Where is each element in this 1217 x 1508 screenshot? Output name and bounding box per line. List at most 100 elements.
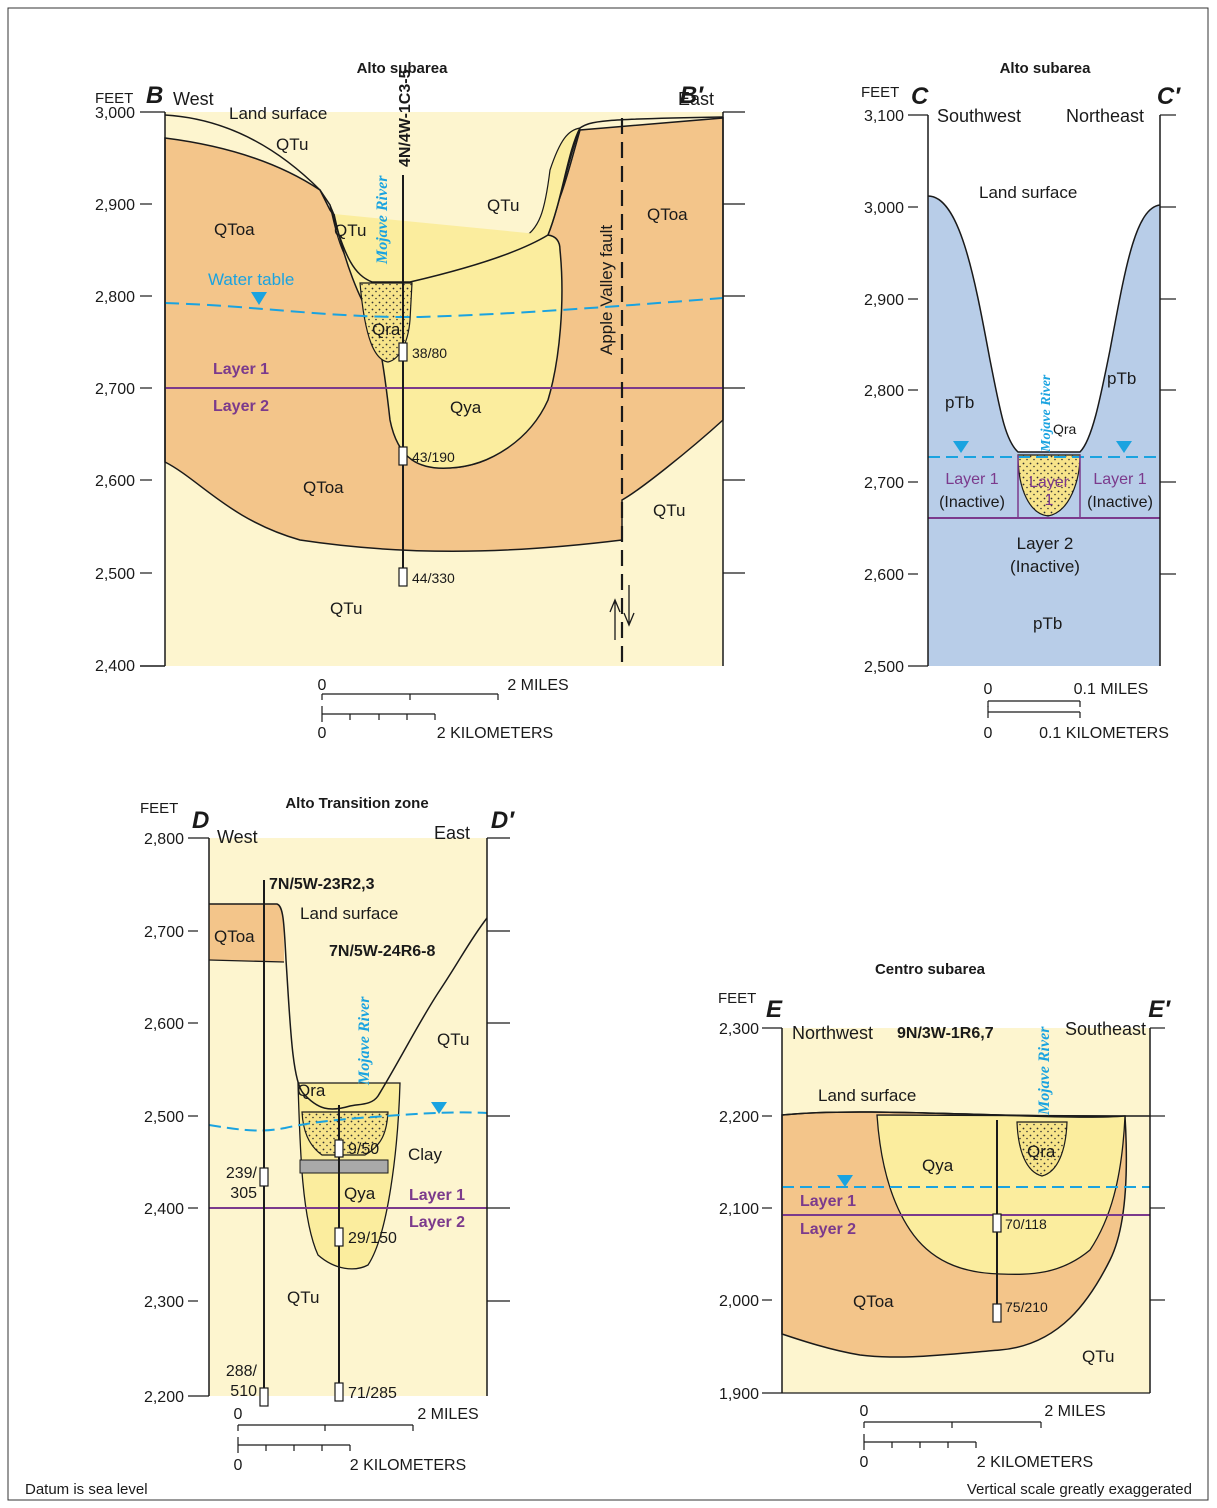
unit-label: QTu — [276, 135, 308, 154]
well-screen — [992, 1213, 1002, 1233]
layer-label: Layer 2 — [213, 398, 269, 415]
unit-label: Qra — [1053, 421, 1077, 437]
layer-label: Layer 1 — [409, 1187, 465, 1204]
layer-label: 1 — [1045, 492, 1054, 509]
well-screen — [259, 1387, 269, 1407]
datum-note: Datum is sea level — [25, 1481, 148, 1498]
tick-label: 2,200 — [144, 1389, 184, 1406]
unit-label: QTu — [287, 1288, 319, 1307]
tick-label: 2,500 — [144, 1109, 184, 1126]
screen-label: 75/210 — [1005, 1299, 1048, 1315]
direction-label: Northeast — [1066, 106, 1144, 126]
screen-label: 288/ — [226, 1363, 258, 1380]
axis-unit: FEET — [95, 90, 133, 107]
screen-label: 239/ — [226, 1165, 258, 1182]
water-table-line — [164, 297, 724, 319]
tick-label: 2,600 — [864, 567, 904, 584]
tick-label: 2,400 — [144, 1201, 184, 1218]
layer-label: Layer 1 — [1093, 471, 1146, 488]
layer-label: Layer — [1029, 474, 1070, 491]
river-label: Mojave River — [356, 996, 373, 1086]
direction-label: Northwest — [792, 1023, 873, 1043]
section-d: Alto Transition zone FEET D D′ West East… — [140, 795, 515, 1474]
layer-label: Layer 2 — [409, 1214, 465, 1231]
well-screen — [992, 1303, 1002, 1323]
fault-label: Apple Valley fault — [597, 225, 616, 355]
screen-label: 510 — [230, 1383, 257, 1400]
layer-label: Layer 1 — [800, 1193, 856, 1210]
river-label: Mojave River — [374, 175, 391, 265]
well-label: 7N/5W-24R6-8 — [329, 943, 435, 960]
unit-label: Qra — [297, 1081, 326, 1100]
qya-unit — [876, 1114, 1126, 1275]
scale-label: 2 MILES — [417, 1406, 478, 1423]
scale-label: 2 KILOMETERS — [977, 1454, 1093, 1471]
unit-label: Qra — [1027, 1142, 1056, 1161]
scale-bar — [321, 693, 499, 722]
well-label: 7N/5W-23R2,3 — [269, 876, 375, 893]
scale-label: 0 — [860, 1403, 869, 1420]
screen-label: 305 — [230, 1185, 257, 1202]
section-letter: C — [911, 83, 929, 110]
scale-label: 0 — [984, 681, 993, 698]
section-letter: E′ — [1148, 996, 1171, 1023]
tick-label: 2,600 — [95, 473, 135, 490]
layer-label: Layer 1 — [945, 471, 998, 488]
tick-label: 2,900 — [864, 292, 904, 309]
land-surface-label: Land surface — [979, 183, 1077, 202]
tick-label: 2,500 — [95, 566, 135, 583]
screen-label: 44/330 — [412, 570, 455, 586]
unit-label: QToa — [853, 1292, 894, 1311]
section-letter: B — [146, 82, 163, 109]
unit-label: Clay — [408, 1145, 443, 1164]
unit-label: QTu — [334, 221, 366, 240]
water-table-line — [208, 1111, 488, 1132]
unit-label: Qra — [372, 320, 401, 339]
layer-label: Layer 2 — [1017, 534, 1074, 553]
direction-label: Southeast — [1065, 1019, 1146, 1039]
scale-bar — [237, 1424, 414, 1453]
unit-label: Qya — [450, 398, 482, 417]
section-letter: D′ — [491, 807, 515, 834]
section-title: Centro subarea — [875, 961, 986, 978]
scale-label: 2 KILOMETERS — [437, 725, 553, 742]
layer-label: Layer 1 — [213, 361, 269, 378]
section-title: Alto subarea — [1000, 60, 1092, 77]
figure-frame — [7, 7, 1209, 1501]
well-label: 9N/3W-1R6,7 — [897, 1025, 994, 1042]
river-label: Mojave River — [1039, 374, 1054, 453]
tick-label: 2,000 — [719, 1293, 759, 1310]
land-surface-line — [781, 1111, 1150, 1118]
ptb-unit — [928, 196, 1160, 666]
axis-unit: FEET — [861, 84, 899, 101]
screen-label: 71/285 — [348, 1385, 397, 1402]
section-title: Alto subarea — [357, 60, 449, 77]
screen-label: 70/118 — [1005, 1216, 1047, 1232]
water-table-symbol — [251, 292, 267, 305]
land-surface-label: Land surface — [229, 104, 327, 123]
well-screen — [398, 446, 408, 466]
well-screen — [259, 1167, 269, 1187]
section-title: Alto Transition zone — [285, 795, 428, 812]
screen-label: 9/50 — [348, 1141, 379, 1158]
land-surface-line — [164, 114, 724, 283]
water-table-symbol — [1116, 441, 1132, 453]
scale-bar — [987, 700, 1081, 718]
unit-label: pTb — [1107, 369, 1136, 388]
well-screen — [334, 1227, 344, 1247]
unit-label: Qya — [922, 1156, 954, 1175]
water-table-symbol — [837, 1175, 853, 1187]
scale-label: 0 — [234, 1406, 243, 1423]
land-surface-line — [209, 903, 488, 1110]
tick-label: 2,300 — [144, 1294, 184, 1311]
unit-label: QTu — [437, 1030, 469, 1049]
scale-bar — [863, 1421, 1042, 1450]
scale-label: 0 — [318, 725, 327, 742]
layer-label: Layer 2 — [800, 1221, 856, 1238]
scale-label: 2 MILES — [1044, 1403, 1105, 1420]
inactive-label: (Inactive) — [1087, 494, 1153, 511]
scale-label: 0 — [234, 1457, 243, 1474]
tick-label: 2,500 — [864, 659, 904, 676]
